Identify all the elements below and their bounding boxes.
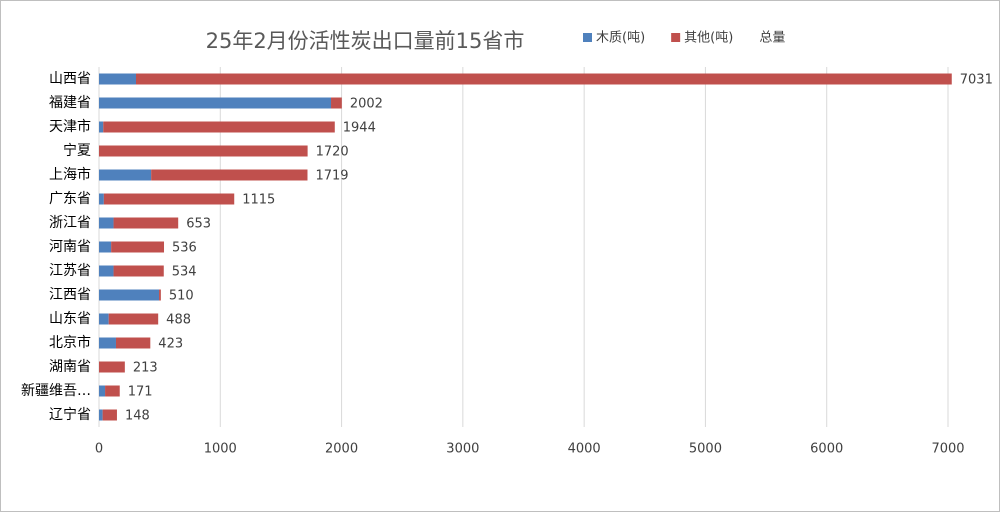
total-label: 1115: [242, 193, 275, 208]
bar-segment: [105, 385, 120, 397]
bar-segment: [99, 145, 308, 157]
y-tick-label: 山西省: [49, 71, 91, 87]
x-tick-label: 1000: [204, 442, 237, 457]
x-tick-label: 5000: [689, 442, 722, 457]
y-tick-label: 天津市: [49, 118, 91, 135]
x-tick-label: 2000: [325, 442, 358, 457]
y-tick-label: 湖南省: [49, 359, 91, 375]
bar-segment: [135, 73, 952, 85]
bar-segment: [99, 337, 116, 349]
bar-segment: [99, 289, 160, 301]
x-tick-label: 6000: [810, 442, 843, 457]
total-label: 213: [133, 361, 158, 376]
total-label: 2002: [350, 97, 383, 112]
bar-segment: [111, 241, 165, 253]
bar-segment: [331, 97, 342, 109]
bar-segment: [99, 409, 103, 421]
bar-segment: [113, 265, 164, 277]
bar-segment: [151, 169, 308, 181]
y-tick-label: 浙江省: [49, 215, 91, 231]
x-tick-label: 4000: [568, 442, 601, 457]
total-label: 1720: [316, 145, 349, 160]
legend: 木质(吨) 其他(吨) 总量: [583, 31, 785, 46]
x-tick-label: 0: [95, 442, 103, 457]
legend-swatch: [671, 33, 681, 42]
y-tick-label: 广东省: [49, 191, 91, 207]
y-tick-label: 北京市: [49, 334, 91, 351]
bar-segment: [99, 265, 114, 277]
legend-label: 木质(吨): [596, 31, 645, 46]
bar-segment: [99, 193, 104, 205]
total-label: 171: [128, 385, 153, 400]
total-label: 488: [166, 313, 191, 328]
y-tick-label: 山东省: [49, 311, 91, 327]
x-tick-label: 3000: [446, 442, 479, 457]
y-tick-label: 江西省: [49, 287, 91, 303]
chart-title: 25年2月份活性炭出口量前15省市: [206, 29, 525, 53]
bar-segment: [108, 313, 159, 325]
total-label: 536: [172, 241, 197, 256]
bar-segment: [113, 217, 179, 229]
total-label: 1719: [315, 169, 348, 184]
bar-segment: [99, 241, 112, 253]
bar-segment: [99, 169, 152, 181]
total-label: 148: [125, 409, 150, 424]
x-tick-label: 7000: [931, 442, 964, 457]
y-tick-label: 河南省: [49, 239, 91, 255]
bar-segment: [99, 121, 104, 133]
bar-segment: [102, 409, 117, 421]
bar-segment: [115, 337, 151, 349]
total-label: 653: [186, 217, 211, 232]
y-tick-label: 江苏省: [49, 263, 91, 279]
y-tick-label: 辽宁省: [49, 406, 91, 423]
total-label: 7031: [960, 73, 993, 88]
y-tick-label: 福建省: [49, 95, 91, 111]
y-tick-label: 新疆维吾…: [21, 383, 91, 399]
total-label: 1944: [343, 121, 376, 136]
legend-label: 总量: [759, 31, 785, 46]
bar-segment: [103, 193, 235, 205]
bar-segment: [159, 289, 161, 301]
legend-label: 其他(吨): [684, 31, 733, 46]
y-tick-label: 宁夏: [63, 142, 91, 159]
bar-segment: [99, 385, 106, 397]
y-tick-label: 上海市: [49, 166, 91, 183]
total-label: 510: [169, 289, 194, 304]
bar-segment: [103, 121, 335, 133]
bar-segment: [99, 361, 125, 373]
total-label: 423: [158, 337, 183, 352]
bar-segment: [99, 217, 114, 229]
legend-swatch: [583, 33, 592, 42]
total-label: 534: [172, 265, 197, 280]
bar-segment: [99, 73, 136, 85]
bar-segment: [99, 97, 332, 109]
bar-segment: [99, 313, 109, 325]
